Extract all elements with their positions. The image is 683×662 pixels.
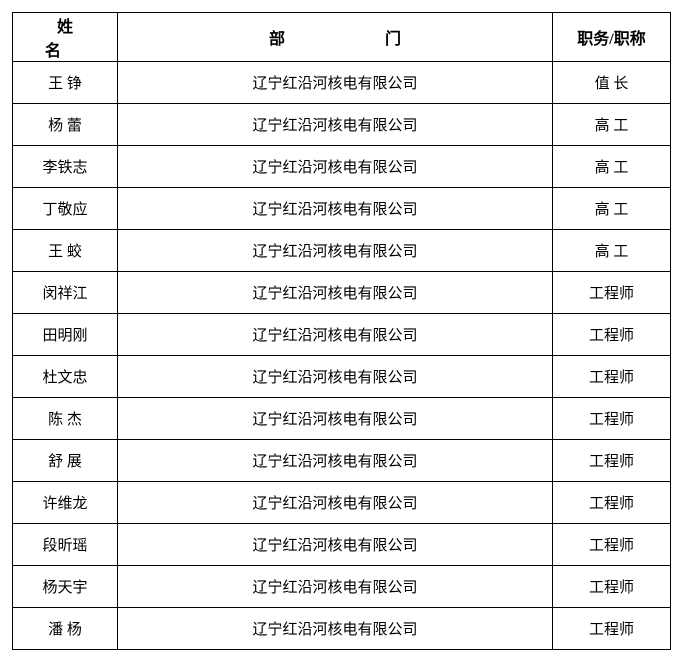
table-row: 闵祥江辽宁红沿河核电有限公司工程师 bbox=[13, 272, 671, 314]
cell-name: 闵祥江 bbox=[13, 272, 118, 314]
cell-dept: 辽宁红沿河核电有限公司 bbox=[118, 398, 553, 440]
cell-title: 高 工 bbox=[553, 188, 671, 230]
cell-title: 工程师 bbox=[553, 398, 671, 440]
header-dept: 部 门 bbox=[118, 13, 553, 62]
cell-name: 丁敬应 bbox=[13, 188, 118, 230]
cell-name: 段昕瑶 bbox=[13, 524, 118, 566]
cell-name: 李铁志 bbox=[13, 146, 118, 188]
cell-dept: 辽宁红沿河核电有限公司 bbox=[118, 482, 553, 524]
cell-name: 潘 杨 bbox=[13, 608, 118, 650]
table-row: 潘 杨辽宁红沿河核电有限公司工程师 bbox=[13, 608, 671, 650]
cell-dept: 辽宁红沿河核电有限公司 bbox=[118, 566, 553, 608]
cell-title: 工程师 bbox=[553, 272, 671, 314]
cell-dept: 辽宁红沿河核电有限公司 bbox=[118, 104, 553, 146]
cell-name: 杜文忠 bbox=[13, 356, 118, 398]
cell-dept: 辽宁红沿河核电有限公司 bbox=[118, 146, 553, 188]
table-body: 王 铮辽宁红沿河核电有限公司值 长杨 蕾辽宁红沿河核电有限公司高 工李铁志辽宁红… bbox=[13, 62, 671, 650]
table-row: 王 蛟辽宁红沿河核电有限公司高 工 bbox=[13, 230, 671, 272]
cell-name: 舒 展 bbox=[13, 440, 118, 482]
table-row: 舒 展辽宁红沿河核电有限公司工程师 bbox=[13, 440, 671, 482]
cell-dept: 辽宁红沿河核电有限公司 bbox=[118, 314, 553, 356]
header-row: 姓 名 部 门 职务/职称 bbox=[13, 13, 671, 62]
table-row: 李铁志辽宁红沿河核电有限公司高 工 bbox=[13, 146, 671, 188]
cell-title: 高 工 bbox=[553, 104, 671, 146]
table-row: 杨天宇辽宁红沿河核电有限公司工程师 bbox=[13, 566, 671, 608]
header-name-text: 姓 名 bbox=[33, 19, 97, 60]
table-row: 许维龙辽宁红沿河核电有限公司工程师 bbox=[13, 482, 671, 524]
table-row: 杜文忠辽宁红沿河核电有限公司工程师 bbox=[13, 356, 671, 398]
cell-title: 高 工 bbox=[553, 146, 671, 188]
cell-name: 王 蛟 bbox=[13, 230, 118, 272]
cell-name: 陈 杰 bbox=[13, 398, 118, 440]
cell-dept: 辽宁红沿河核电有限公司 bbox=[118, 440, 553, 482]
cell-dept: 辽宁红沿河核电有限公司 bbox=[118, 62, 553, 104]
header-name: 姓 名 bbox=[13, 13, 118, 62]
header-title: 职务/职称 bbox=[553, 13, 671, 62]
cell-title: 工程师 bbox=[553, 440, 671, 482]
cell-dept: 辽宁红沿河核电有限公司 bbox=[118, 230, 553, 272]
cell-dept: 辽宁红沿河核电有限公司 bbox=[118, 272, 553, 314]
cell-dept: 辽宁红沿河核电有限公司 bbox=[118, 356, 553, 398]
table-row: 陈 杰辽宁红沿河核电有限公司工程师 bbox=[13, 398, 671, 440]
cell-name: 杨天宇 bbox=[13, 566, 118, 608]
header-dept-text: 部 门 bbox=[221, 31, 449, 48]
personnel-table: 姓 名 部 门 职务/职称 王 铮辽宁红沿河核电有限公司值 长杨 蕾辽宁红沿河核… bbox=[12, 12, 671, 650]
cell-title: 工程师 bbox=[553, 314, 671, 356]
cell-title: 工程师 bbox=[553, 482, 671, 524]
cell-title: 高 工 bbox=[553, 230, 671, 272]
cell-name: 杨 蕾 bbox=[13, 104, 118, 146]
cell-name: 王 铮 bbox=[13, 62, 118, 104]
table-header: 姓 名 部 门 职务/职称 bbox=[13, 13, 671, 62]
cell-title: 工程师 bbox=[553, 356, 671, 398]
table-row: 丁敬应辽宁红沿河核电有限公司高 工 bbox=[13, 188, 671, 230]
table-row: 段昕瑶辽宁红沿河核电有限公司工程师 bbox=[13, 524, 671, 566]
cell-title: 工程师 bbox=[553, 608, 671, 650]
cell-title: 工程师 bbox=[553, 524, 671, 566]
table-row: 杨 蕾辽宁红沿河核电有限公司高 工 bbox=[13, 104, 671, 146]
cell-dept: 辽宁红沿河核电有限公司 bbox=[118, 524, 553, 566]
cell-name: 许维龙 bbox=[13, 482, 118, 524]
table-row: 田明刚辽宁红沿河核电有限公司工程师 bbox=[13, 314, 671, 356]
cell-name: 田明刚 bbox=[13, 314, 118, 356]
cell-dept: 辽宁红沿河核电有限公司 bbox=[118, 608, 553, 650]
cell-title: 工程师 bbox=[553, 566, 671, 608]
cell-title: 值 长 bbox=[553, 62, 671, 104]
cell-dept: 辽宁红沿河核电有限公司 bbox=[118, 188, 553, 230]
table-row: 王 铮辽宁红沿河核电有限公司值 长 bbox=[13, 62, 671, 104]
